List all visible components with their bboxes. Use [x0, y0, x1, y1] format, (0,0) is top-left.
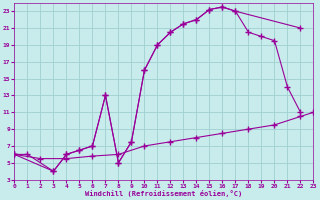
X-axis label: Windchill (Refroidissement éolien,°C): Windchill (Refroidissement éolien,°C) — [85, 190, 243, 197]
